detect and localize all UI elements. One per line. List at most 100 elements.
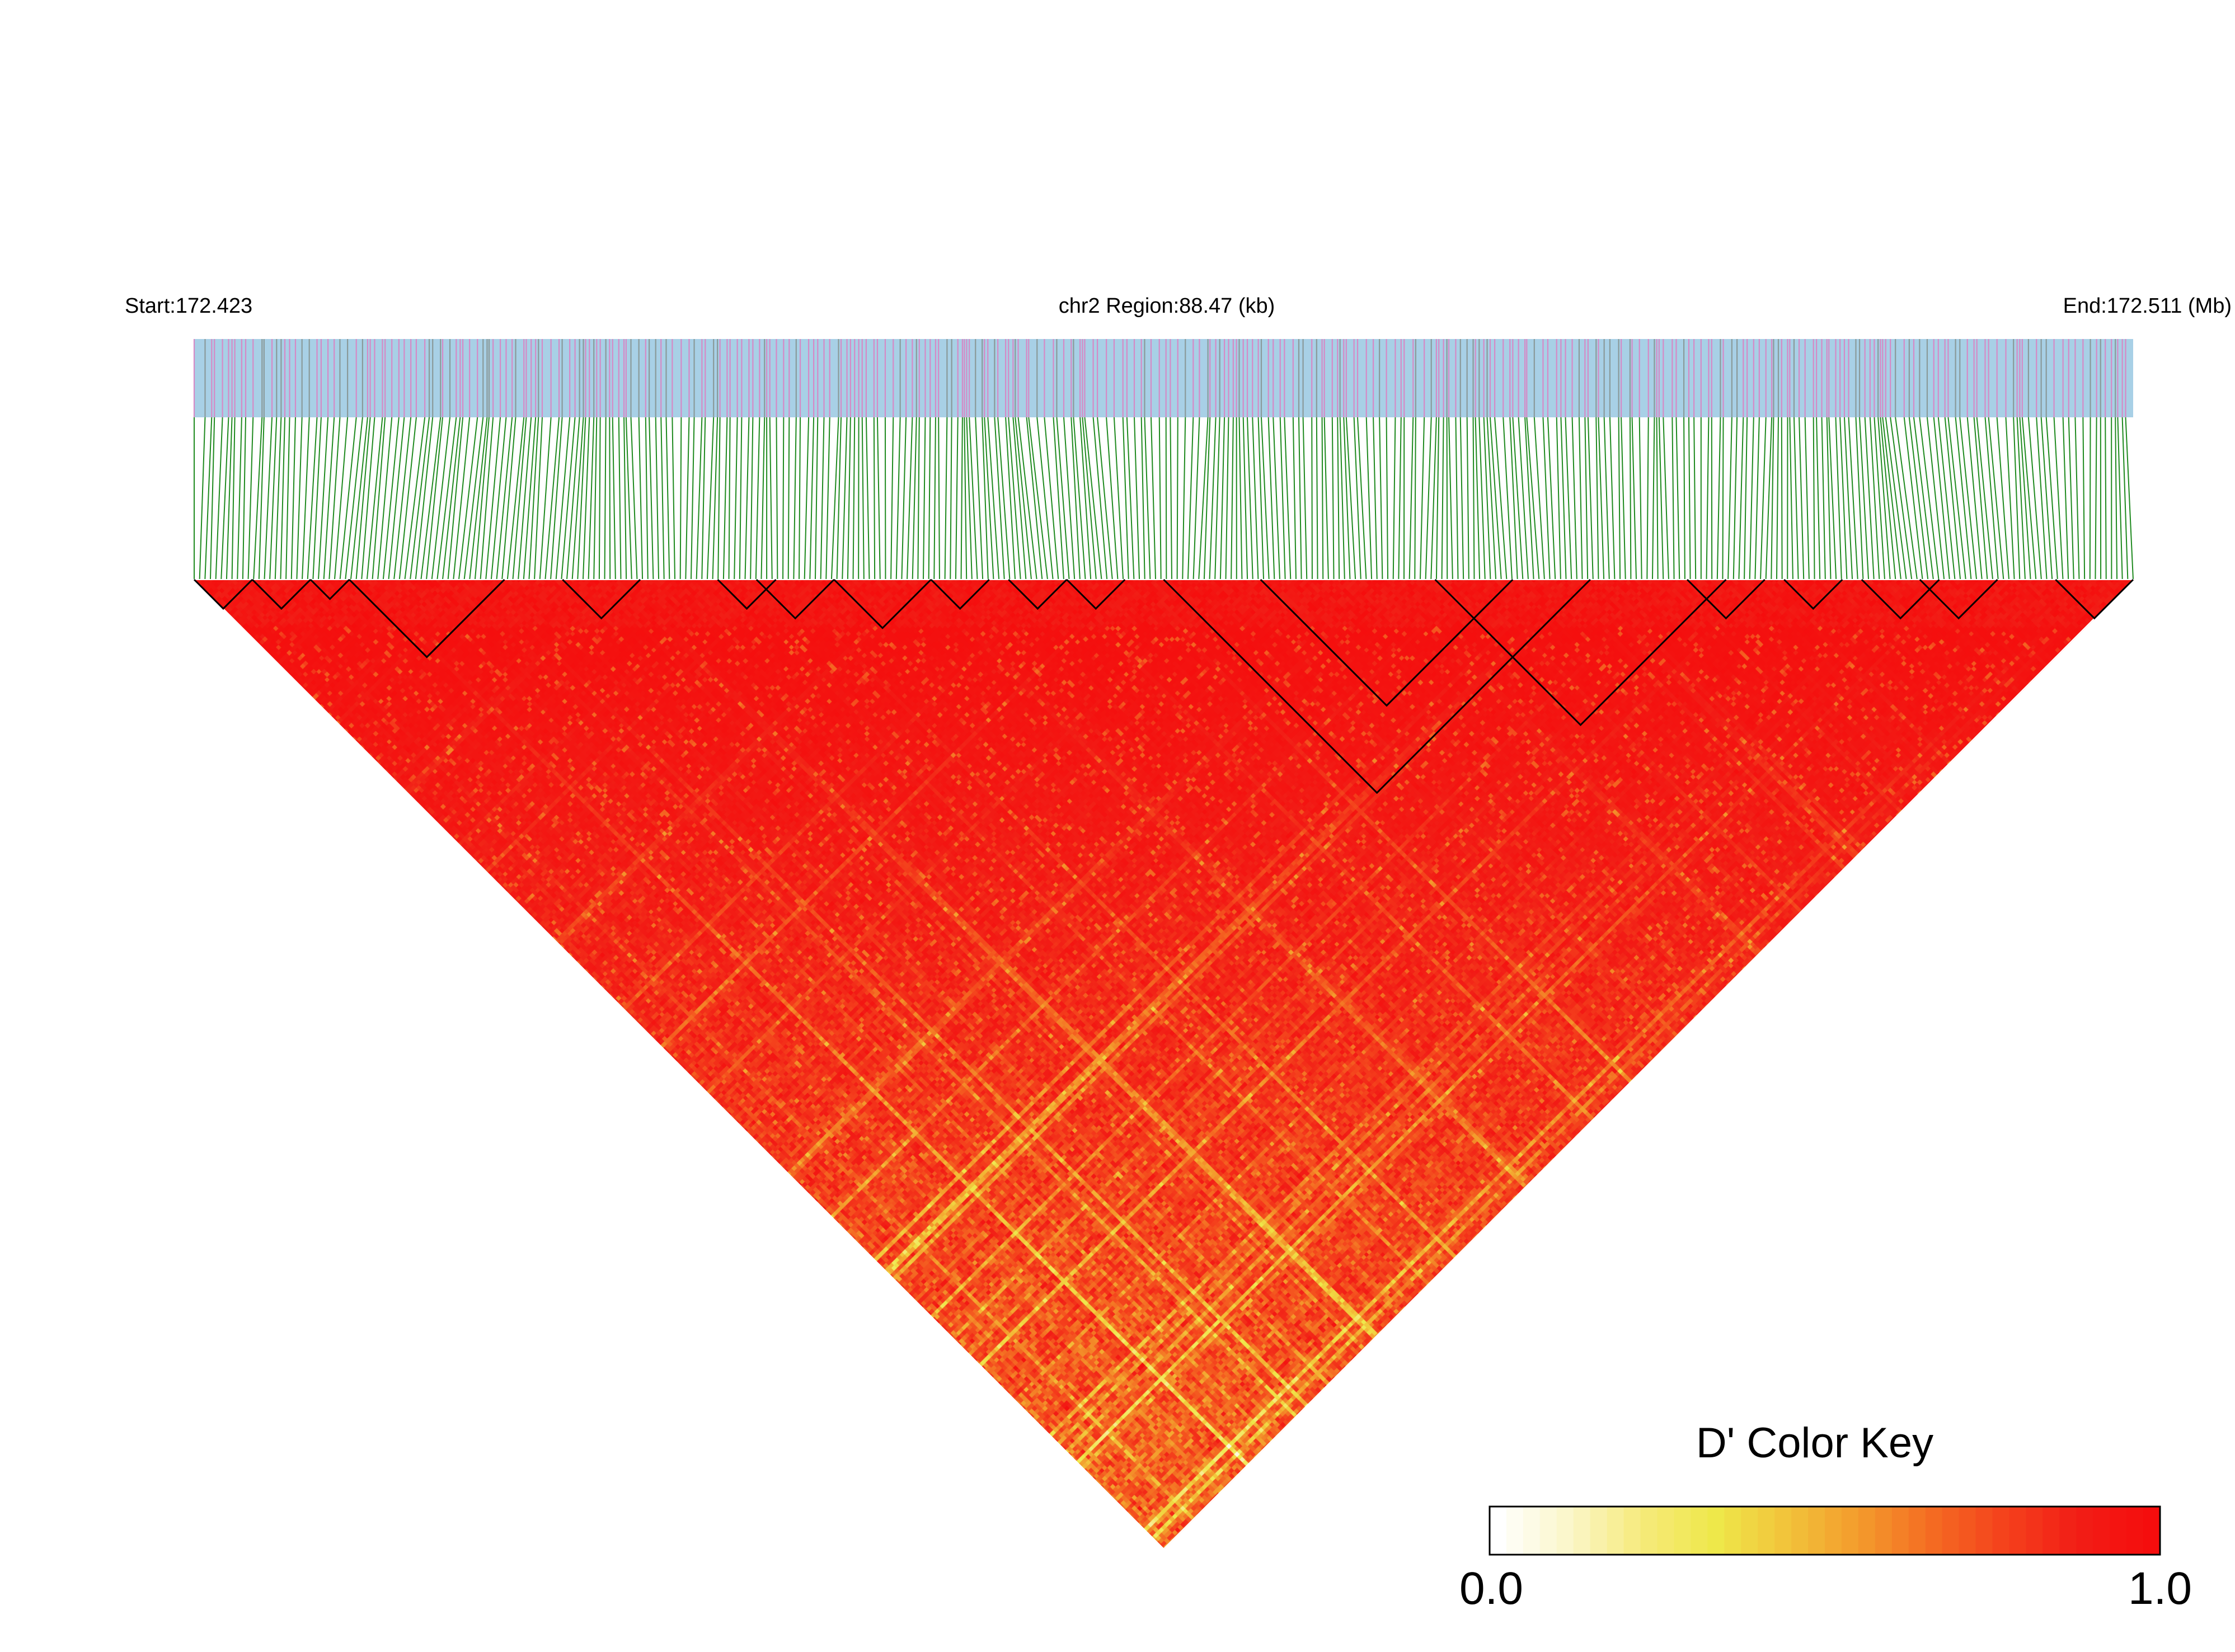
color-key-segment (1841, 1507, 1859, 1555)
snp-connector (649, 417, 654, 580)
snp-connector (1106, 417, 1119, 580)
snp-connector (2005, 417, 2015, 580)
snp-connector (760, 417, 766, 580)
snp-connector (1414, 417, 1416, 580)
ld-block-outline (1066, 578, 1126, 610)
snp-connector (1765, 417, 1773, 580)
snp-connector (1663, 417, 1669, 580)
snp-connector (1716, 417, 1721, 580)
snp-connector (1882, 417, 1901, 580)
snp-connector (485, 417, 501, 580)
snp-connector (665, 417, 670, 580)
color-key-segment (1959, 1507, 1976, 1555)
color-key-segment (1506, 1507, 1524, 1555)
snp-connector (1926, 417, 1945, 580)
color-key-segment (1490, 1507, 1507, 1555)
snp-connector (247, 417, 254, 580)
snp-connector (1821, 417, 1826, 580)
snp-connector (1556, 417, 1561, 580)
snp-connector (1793, 417, 1799, 580)
snp-connector (2095, 417, 2097, 580)
snp-connector (490, 417, 507, 580)
color-key-segment (1774, 1507, 1792, 1555)
snp-connector (895, 417, 901, 580)
snp-connector (755, 417, 760, 580)
ld-block-outline (2055, 578, 2134, 620)
color-key-segment (1724, 1507, 1741, 1555)
snp-connector (1419, 417, 1425, 580)
track-background (194, 339, 2133, 417)
snp-connector (1126, 417, 1135, 580)
snp-connector (506, 417, 525, 580)
snp-connector (1015, 417, 1032, 580)
snp-connector (2045, 417, 2058, 580)
snp-connector (398, 417, 417, 580)
snp-connector (2105, 417, 2107, 580)
color-key-segment (2043, 1507, 2060, 1555)
snp-connector (1247, 417, 1253, 580)
snp-connector (215, 417, 223, 580)
snp-connector (836, 417, 842, 580)
snp-connector (1587, 417, 1594, 580)
snp-connector (1343, 417, 1351, 580)
snp-connector (242, 417, 247, 580)
color-key-segment (1875, 1507, 1893, 1555)
snp-connector (1584, 417, 1589, 580)
color-key-segment (1992, 1507, 2010, 1555)
snp-connector (1489, 417, 1502, 580)
snp-connector (994, 417, 1005, 580)
snp-connector (598, 417, 601, 580)
snp-connector (1944, 417, 1961, 580)
color-key-segment (1942, 1507, 1960, 1555)
snp-connector (960, 417, 963, 580)
color-key-segment (2026, 1507, 2043, 1555)
snp-connector-lines (194, 417, 2134, 580)
snp-connector (550, 417, 563, 580)
snp-connector (1816, 417, 1821, 580)
snp-connector (769, 417, 773, 580)
snp-connector (1976, 417, 1994, 580)
snp-connector (577, 417, 586, 580)
snp-connector (1618, 417, 1621, 580)
snp-connector (793, 417, 797, 580)
snp-connector (1036, 417, 1054, 580)
snp-connector (638, 417, 644, 580)
snp-connector (1298, 417, 1302, 580)
snp-connector (345, 417, 363, 580)
snp-connector (975, 417, 984, 580)
color-key-frame (1489, 1505, 2161, 1556)
snp-connector (1273, 417, 1281, 580)
snp-connector (204, 417, 213, 580)
snp-connector (361, 417, 375, 580)
snp-connector (1638, 417, 1642, 580)
snp-connector (799, 417, 801, 580)
snp-connector (280, 417, 286, 580)
snp-connector (1182, 417, 1186, 580)
snp-connector (372, 417, 386, 580)
ld-block-outline (1008, 578, 1068, 610)
snp-connector (1219, 417, 1226, 580)
snp-connector (1398, 417, 1402, 580)
color-key-segment (1891, 1507, 1909, 1555)
snp-connector (431, 417, 451, 580)
snp-connector (220, 417, 229, 580)
snp-connector (382, 417, 400, 580)
snp-connector (645, 417, 649, 580)
snp-connector (917, 417, 920, 580)
snp-connector (1323, 417, 1329, 580)
region-label: chr2 Region:88.47 (kb) (1059, 294, 1275, 318)
snp-connector (253, 417, 263, 580)
snp-connector (1789, 417, 1793, 580)
snp-connector (944, 417, 948, 580)
snp-connector (847, 417, 851, 580)
color-key: D' Color Key 0.0 1.0 (1459, 1419, 2192, 1614)
snp-connector (1158, 417, 1162, 580)
snp-connector (1973, 417, 1988, 580)
snp-connector (1848, 417, 1858, 580)
snp-connector (1302, 417, 1308, 580)
snp-connector (1869, 417, 1880, 580)
snp-connector (1903, 417, 1923, 580)
snp-connector (706, 417, 715, 580)
snp-connector (1598, 417, 1605, 580)
snp-connector (690, 417, 695, 580)
